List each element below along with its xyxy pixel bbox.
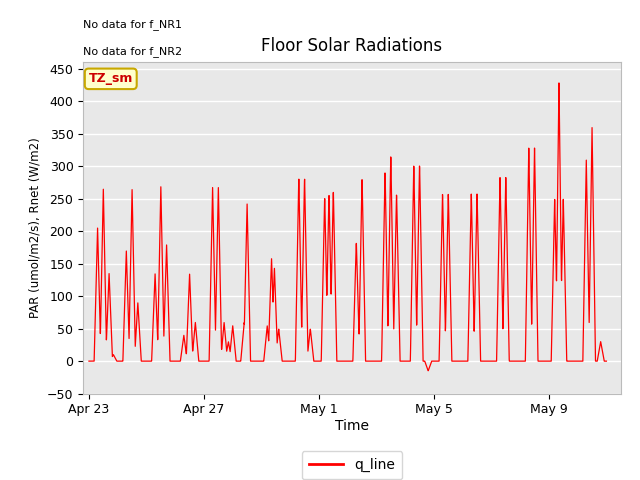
Text: TZ_sm: TZ_sm (88, 72, 133, 85)
Text: No data for f_NR2: No data for f_NR2 (83, 46, 182, 57)
Legend: q_line: q_line (301, 451, 403, 480)
Y-axis label: PAR (umol/m2/s), Rnet (W/m2): PAR (umol/m2/s), Rnet (W/m2) (28, 138, 42, 318)
Text: No data for f_NR1: No data for f_NR1 (83, 19, 182, 30)
X-axis label: Time: Time (335, 419, 369, 433)
Title: Floor Solar Radiations: Floor Solar Radiations (261, 37, 443, 55)
